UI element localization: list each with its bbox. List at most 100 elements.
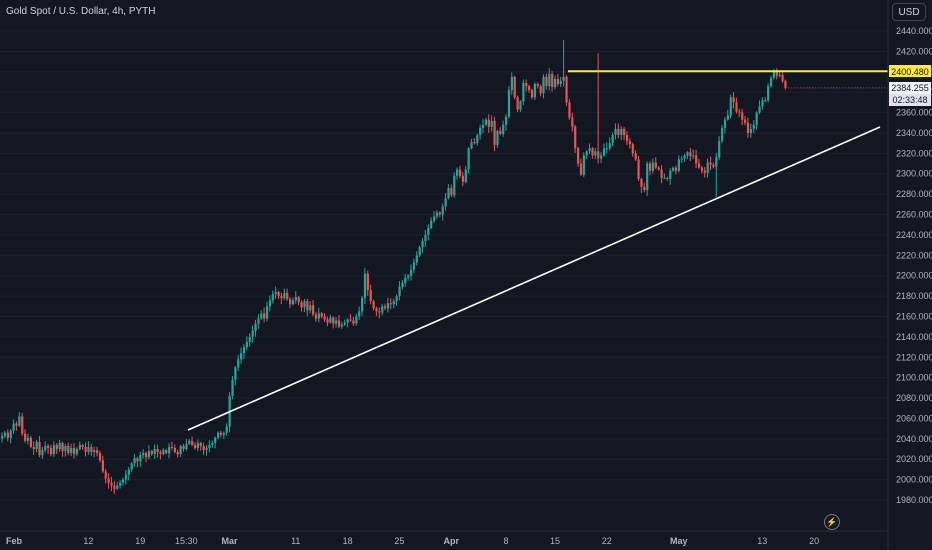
candle-body [608, 143, 611, 149]
candle-body [490, 120, 493, 127]
candle-body [375, 308, 378, 312]
candle-body [329, 317, 332, 323]
candle-body [15, 423, 18, 426]
candle-body [646, 163, 649, 191]
candle-body [680, 158, 683, 160]
candle-body [418, 247, 421, 256]
candle-body [758, 106, 761, 113]
candle-body [732, 97, 735, 103]
candle-body [73, 448, 76, 455]
candle-body [669, 170, 672, 179]
price-tick-label: 2300.000 [896, 169, 932, 179]
candle-body [623, 128, 626, 135]
bar-countdown-label: 02:33:48 [889, 93, 931, 106]
candle-body [286, 293, 289, 300]
candle-body [312, 305, 315, 315]
candle-body [502, 124, 505, 134]
candle-body [392, 301, 395, 305]
time-tick-label: 11 [291, 536, 300, 546]
candle-body [254, 323, 257, 331]
candle-body [277, 292, 280, 297]
price-tick-label: 2120.000 [896, 352, 932, 362]
candle-body [162, 450, 165, 455]
currency-button[interactable]: USD [892, 3, 926, 21]
candle-body [121, 479, 125, 483]
candle-body [585, 151, 588, 156]
candle-body [317, 313, 320, 319]
candle-body [90, 446, 93, 453]
candle-body [683, 155, 686, 159]
candle-body [620, 128, 623, 135]
candle-body [614, 128, 617, 135]
candle-body [643, 186, 646, 191]
time-tick-label: 15:30 [175, 536, 198, 546]
candle-body [519, 101, 522, 110]
candle-body [412, 262, 416, 270]
grid-layer [0, 30, 888, 501]
candle-body [107, 478, 110, 483]
candle-body [542, 76, 545, 94]
candle-body [438, 212, 441, 215]
candle-body [320, 313, 323, 317]
candle-body [116, 485, 119, 489]
candle-body [755, 112, 758, 125]
candle-body [456, 169, 459, 176]
candle-body [481, 124, 485, 128]
candle-body [689, 152, 692, 157]
candle-body [75, 449, 79, 455]
candle-body [242, 347, 246, 354]
candle-body [119, 482, 122, 486]
candle-body [343, 322, 346, 325]
candle-body [649, 163, 652, 171]
time-tick-label: Feb [6, 536, 23, 546]
time-tick-label: 8 [503, 536, 508, 546]
candle-body [29, 437, 32, 447]
candle-body [173, 448, 176, 453]
candle-body [484, 119, 488, 125]
candle-body [133, 458, 136, 464]
candle-body [597, 151, 600, 159]
candle-body [591, 148, 594, 156]
candle-body [188, 440, 191, 444]
candle-body [530, 90, 534, 98]
candle-body [738, 111, 741, 113]
candle-body [240, 353, 243, 360]
candle-body [539, 86, 542, 94]
candle-body [600, 155, 603, 159]
candle-body [130, 463, 133, 470]
candle-body [712, 164, 715, 167]
candle-body [562, 76, 565, 81]
candles-layer [1, 40, 787, 494]
candle-body [427, 227, 430, 235]
candle-body [424, 234, 427, 242]
candle-body [715, 157, 718, 167]
time-tick-label: 25 [394, 536, 404, 546]
candle-body [193, 444, 197, 449]
lightning-icon[interactable]: ⚡ [824, 514, 840, 530]
candle-body [617, 128, 620, 135]
candle-body [545, 76, 548, 87]
price-tick-label: 2420.000 [896, 46, 932, 56]
candle-body [185, 443, 188, 450]
price-tick-label: 2240.000 [896, 230, 932, 240]
candle-body [493, 120, 496, 146]
candle-body [366, 273, 369, 290]
candle-body [335, 320, 338, 324]
candle-body [355, 316, 358, 324]
chart-title: Gold Spot / U.S. Dollar, 4h, PYTH [6, 6, 156, 17]
candle-body [139, 455, 142, 462]
candle-body [435, 212, 439, 217]
candle-body [556, 78, 560, 85]
candle-body [522, 82, 525, 102]
candle-body [291, 300, 295, 305]
candle-body [323, 316, 326, 320]
candle-body [346, 319, 349, 323]
candle-body [18, 416, 21, 426]
candle-body [306, 301, 309, 311]
candle-body [205, 448, 208, 451]
candle-body [70, 448, 73, 454]
candle-body [93, 450, 96, 453]
candle-body [467, 148, 470, 170]
candle-body [415, 255, 418, 263]
